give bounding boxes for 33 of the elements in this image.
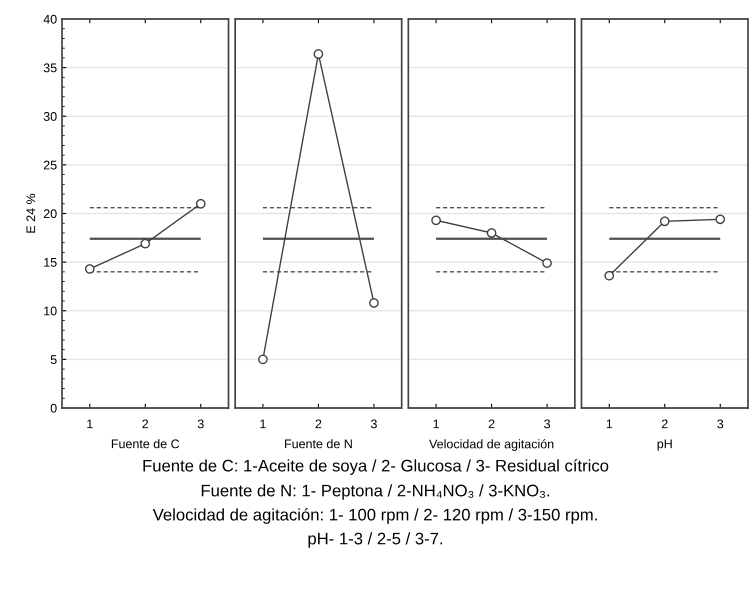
x-tick-label: 3 <box>544 419 550 428</box>
y-tick-label: 15 <box>44 258 57 267</box>
x-tick-label: 3 <box>717 419 724 428</box>
x-axis-title: Fuente de C <box>112 439 180 448</box>
y-tick-label: 10 <box>44 306 57 316</box>
text: pH- 1-3 / 2-5 / 3-7. <box>308 532 442 548</box>
x-tick-label: 1 <box>434 420 439 428</box>
x-tick-label: 2 <box>316 419 322 428</box>
point <box>140 238 150 249</box>
y-tick-label: 20 <box>44 209 57 218</box>
source-note: Fuente de N: 1- Peptona / 2-NH₄NO₃ / 3-KNO₃. <box>202 484 550 500</box>
point <box>196 198 206 209</box>
x-tick-label: 1 <box>606 420 612 428</box>
y-tick-label: 0 <box>50 404 57 413</box>
x-tick-label: 2 <box>142 419 148 428</box>
y-tick-label: 40 <box>44 14 57 24</box>
y-tick-label: 35 <box>44 63 57 72</box>
x-tick-label: 2 <box>662 419 668 428</box>
text: Velocidad de agitación: 1- 100 rpm / 2- 120 rpm / 3-150 rpm. <box>152 508 597 524</box>
point <box>84 264 95 274</box>
y-tick-label: 25 <box>44 160 57 170</box>
x-axis-title: pH <box>658 440 672 451</box>
x-tick-label: 2 <box>488 419 494 428</box>
x-tick-label: 1 <box>260 420 266 428</box>
x-tick-label: 3 <box>370 419 377 428</box>
x-tick-label: 1 <box>87 420 93 428</box>
y-tick-label: 5 <box>50 355 57 364</box>
x-tick-label: 3 <box>198 419 204 428</box>
y-tick-label: 30 <box>44 112 57 121</box>
x-axis-title: Fuente de N <box>285 439 352 448</box>
x-axis-title: Velocidad de agitación <box>429 439 554 451</box>
y-axis-title: E 24 % <box>26 194 36 233</box>
source-note: Fuente de C: 1-Aceite de soya / 2- Glucosa / 3- Residual cítrico <box>143 459 608 475</box>
